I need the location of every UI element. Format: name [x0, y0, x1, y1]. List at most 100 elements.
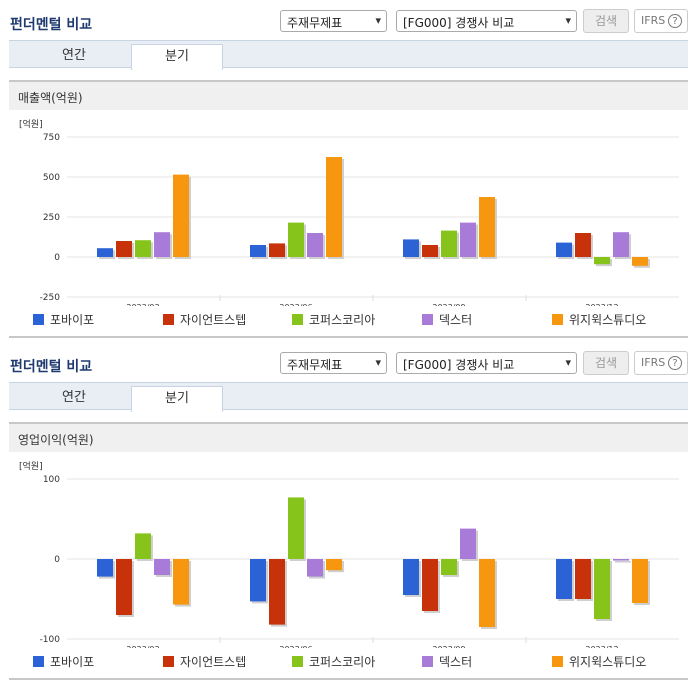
- peer-group-value: [FG000] 경쟁사 비교: [403, 358, 515, 372]
- legend-item[interactable]: 코퍼스코리아: [292, 654, 375, 670]
- x-tick-label: 2023/12: [585, 645, 618, 648]
- bar-위지윅스튜디오-2023/09: [479, 559, 495, 627]
- peer-group-select[interactable]: [FG000] 경쟁사 비교 ▾: [396, 352, 577, 374]
- bar-코퍼스코리아-2023/09: [441, 230, 457, 257]
- ifrs-help-button[interactable]: IFRS ?: [634, 351, 688, 375]
- help-icon: ?: [668, 356, 682, 370]
- revenue-panel: 펀더멘털 비교 주재무제표 ▾ [FG000] 경쟁사 비교 ▾ 검색 IFRS…: [0, 9, 696, 338]
- revenue-bar-chart: [억원]750 500 250 0 -250 2023/03 2023/06 2023/09 2…: [19, 118, 679, 306]
- bar-위지윅스튜디오-2023/12: [632, 559, 648, 603]
- ifrs-label: IFRS: [641, 14, 666, 27]
- bar-위지윅스튜디오-2023/09: [479, 197, 495, 257]
- page-title: 펀더멘털 비교: [10, 17, 93, 33]
- period-tabs: 연간 분기: [9, 382, 688, 412]
- legend-item[interactable]: 덱스터: [422, 654, 472, 670]
- bar-위지윅스튜디오-2023/03: [173, 174, 189, 257]
- legend-item[interactable]: 포바이포: [33, 312, 94, 328]
- bar-위지윅스튜디오-2023/06: [326, 157, 342, 257]
- bar-코퍼스코리아-2023/09: [441, 559, 457, 575]
- chart-legend: 포바이포 자이언트스텝 코퍼스코리아 덱스터 위지윅스튜디오: [0, 652, 696, 672]
- legend-label: 위지윅스튜디오: [569, 313, 647, 327]
- x-tick-label: 2023/06: [279, 645, 312, 648]
- y-tick-label: 0: [54, 555, 60, 565]
- bar-덱스터-2023/09: [460, 528, 476, 559]
- tab-quarterly[interactable]: 분기: [131, 386, 223, 412]
- legend-swatch: [422, 314, 433, 325]
- legend-swatch: [163, 656, 174, 667]
- bar-자이언트스텝-2023/03: [116, 559, 132, 615]
- statement-type-select[interactable]: 주재무제표 ▾: [280, 352, 387, 374]
- chevron-down-icon: ▾: [375, 14, 381, 27]
- x-tick-label: 2023/03: [126, 645, 159, 648]
- search-button[interactable]: 검색: [583, 9, 629, 33]
- ifrs-label: IFRS: [641, 356, 666, 369]
- tab-annual[interactable]: 연간: [62, 48, 86, 63]
- bar-자이언트스텝-2023/09: [422, 559, 438, 611]
- section-header: 매출액(억원): [9, 80, 688, 110]
- legend-item[interactable]: 포바이포: [33, 654, 94, 670]
- bar-포바이포-2023/03: [97, 559, 113, 577]
- y-tick-label: -100: [40, 635, 61, 645]
- bar-위지윅스튜디오-2023/12: [632, 257, 648, 266]
- search-button[interactable]: 검색: [583, 351, 629, 375]
- legend-item[interactable]: 자이언트스텝: [163, 312, 246, 328]
- unit-label: [억원]: [19, 460, 43, 472]
- statement-type-select[interactable]: 주재무제표 ▾: [280, 10, 387, 32]
- chevron-down-icon: ▾: [565, 14, 571, 27]
- section-label: 매출액(억원): [18, 91, 83, 105]
- legend-item[interactable]: 코퍼스코리아: [292, 312, 375, 328]
- statement-type-value: 주재무제표: [287, 358, 343, 372]
- legend-item[interactable]: 위지윅스튜디오: [552, 654, 646, 670]
- bar-자이언트스텝-2023/06: [269, 559, 285, 625]
- x-tick-label: 2023/06: [279, 303, 312, 306]
- bar-자이언트스텝-2023/12: [575, 233, 591, 257]
- legend-item[interactable]: 덱스터: [422, 312, 472, 328]
- bar-자이언트스텝-2023/12: [575, 559, 591, 599]
- legend-label: 코퍼스코리아: [309, 655, 376, 669]
- legend-label: 위지윅스튜디오: [569, 655, 647, 669]
- chevron-down-icon: ▾: [375, 356, 381, 369]
- tab-annual[interactable]: 연간: [62, 390, 86, 405]
- bar-포바이포-2023/09: [403, 239, 419, 257]
- operating-profit-panel: 펀더멘털 비교 주재무제표 ▾ [FG000] 경쟁사 비교 ▾ 검색 IFRS…: [0, 342, 696, 684]
- legend-swatch: [163, 314, 174, 325]
- peer-group-select[interactable]: [FG000] 경쟁사 비교 ▾: [396, 10, 577, 32]
- y-tick-label: -250: [40, 293, 61, 303]
- bar-코퍼스코리아-2023/12: [594, 257, 610, 265]
- y-tick-label: 100: [43, 475, 60, 485]
- legend-label: 덱스터: [439, 655, 473, 669]
- legend-item[interactable]: 자이언트스텝: [163, 654, 246, 670]
- chart-legend: 포바이포 자이언트스텝 코퍼스코리아 덱스터 위지윅스튜디오: [0, 310, 696, 330]
- bar-덱스터-2023/12: [613, 559, 629, 561]
- bar-덱스터-2023/06: [307, 233, 323, 257]
- legend-swatch: [33, 314, 44, 325]
- bar-자이언트스텝-2023/06: [269, 243, 285, 257]
- page-title: 펀더멘털 비교: [10, 359, 93, 375]
- legend-label: 덱스터: [439, 313, 473, 327]
- unit-label: [억원]: [19, 118, 43, 130]
- section-header: 영업이익(억원): [9, 422, 688, 452]
- statement-type-value: 주재무제표: [287, 16, 343, 30]
- x-tick-label: 2023/09: [432, 645, 465, 648]
- legend-label: 자이언트스텝: [180, 313, 247, 327]
- legend-swatch: [33, 656, 44, 667]
- bar-덱스터-2023/09: [460, 222, 476, 257]
- legend-swatch: [292, 656, 303, 667]
- legend-swatch: [422, 656, 433, 667]
- divider: [9, 336, 688, 338]
- bar-덱스터-2023/03: [154, 559, 170, 575]
- bar-코퍼스코리아-2023/03: [135, 240, 151, 257]
- ifrs-help-button[interactable]: IFRS ?: [634, 9, 688, 33]
- bar-포바이포-2023/12: [556, 242, 572, 257]
- bar-포바이포-2023/06: [250, 559, 266, 602]
- chevron-down-icon: ▾: [565, 356, 571, 369]
- x-tick-label: 2023/09: [432, 303, 465, 306]
- legend-item[interactable]: 위지윅스튜디오: [552, 312, 646, 328]
- peer-group-value: [FG000] 경쟁사 비교: [403, 16, 515, 30]
- tab-quarterly[interactable]: 분기: [131, 44, 223, 70]
- x-tick-label: 2023/03: [126, 303, 159, 306]
- legend-swatch: [292, 314, 303, 325]
- legend-label: 자이언트스텝: [180, 655, 247, 669]
- y-tick-label: 500: [43, 173, 60, 183]
- bar-포바이포-2023/09: [403, 559, 419, 595]
